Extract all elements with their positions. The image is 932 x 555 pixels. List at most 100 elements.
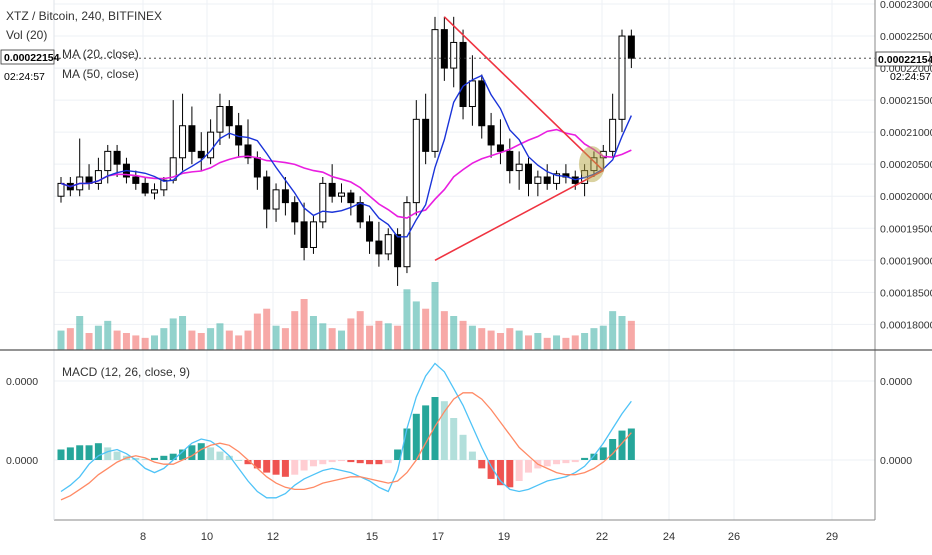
candle-body [412,118,420,204]
macd-hist-bar [581,457,589,460]
time-axis-label: 19 [498,531,510,543]
candle-body [618,35,626,120]
macd-hist-bar [450,418,458,460]
candle-body [263,176,271,210]
macd-hist-bar [394,449,402,460]
countdown-left: 02:24:57 [4,71,45,83]
candle-body [468,80,476,108]
candle-body [207,131,215,159]
volume-bar [496,333,504,350]
macd-hist-bar [599,447,607,460]
candle-body [609,118,617,152]
candle-body [525,163,532,184]
symbol-title: XTZ / Bitcoin, 240, BITFINEX [6,9,162,23]
candle-body [253,157,261,178]
macd-hist-bar [440,401,448,460]
macd-hist-bar [263,460,271,473]
candle-body [94,170,102,184]
macd-hist-bar [422,405,430,460]
candle-body [394,234,402,268]
candle-body [104,150,112,172]
grid [54,0,875,520]
time-axis-label: 8 [140,531,146,543]
macd-hist-bar [553,460,561,465]
macd-axis-label-right: 0.0000 [880,455,912,467]
macd-hist-bar [244,460,252,465]
candle-body [309,221,317,248]
volume-bar [122,333,130,350]
volume-bar [197,333,205,350]
volume-bar [581,333,589,350]
macd-hist-bar [272,460,280,475]
volume-bar [188,330,196,350]
volume-bar [543,337,551,350]
volume-bar [113,330,121,350]
macd-hist-bar [207,447,215,460]
candle-body [478,80,486,127]
volume-bar [590,328,598,350]
time-axis-label: 29 [826,531,838,543]
volume-bar [272,325,280,350]
price-tag-left-box [0,49,55,65]
price-tag-right: 0.00022154 [878,54,932,66]
candle-body [459,41,467,108]
price-axis-label: 0.00019500 [880,223,932,235]
volume-bar [235,335,243,350]
volume-bar [66,328,74,350]
volume-bar [478,328,486,350]
macd-hist-bar [496,460,504,486]
price-axis-label: 0.00021500 [880,95,932,107]
volume-bar [281,328,289,350]
price-axis-label: 0.00022500 [880,31,932,43]
volume-bar [450,316,458,350]
macd-hist-bar [609,439,617,460]
candle-body [375,240,383,255]
legend-vol: Vol (20) [6,28,47,42]
candle-body [272,189,280,210]
trendline [443,16,604,172]
macd-hist-bar [188,445,196,460]
price-tag-right-box [875,51,931,67]
macd-hist-bar [366,460,374,465]
volume-bar [104,320,112,350]
volume-bar [412,301,420,350]
volume-bar [263,308,271,350]
price-axis-label: 0.00020000 [880,191,932,203]
price-axis-label: 0.00021000 [880,127,932,139]
candle-body [627,35,635,59]
macd-hist-bar [197,443,205,460]
candle-body [506,150,514,172]
macd-panel [54,362,875,501]
macd-hist-bar [225,455,233,460]
volume-bar [76,316,84,350]
candle-body [291,202,299,223]
volume-bar [300,299,308,350]
volume-bar [338,330,345,350]
volume-bar [244,330,252,350]
ma20-line [60,74,632,238]
candle-body [113,150,121,165]
volume-bar [151,335,158,350]
volume-bar [440,311,448,350]
candle-body [366,221,374,242]
macd-line [60,362,632,499]
candle-body [216,106,224,133]
candle-body [160,179,168,191]
highlight-circle [578,146,605,183]
macd-hist-bar [384,460,392,464]
candle-body [319,182,327,223]
candle-body [57,182,65,197]
candle-body [225,106,233,127]
legend-ma50: MA (50, close) [62,67,139,81]
price-axis-label: 0.00018500 [880,287,932,299]
volume-bar [384,323,392,350]
candle-body [141,182,149,194]
volume-bar [309,316,317,350]
macd-hist-bar [151,457,158,460]
macd-hist-bar [375,460,383,465]
candle-body [244,144,252,159]
macd-hist-bar [459,434,467,460]
macd-hist-bar [169,453,177,460]
